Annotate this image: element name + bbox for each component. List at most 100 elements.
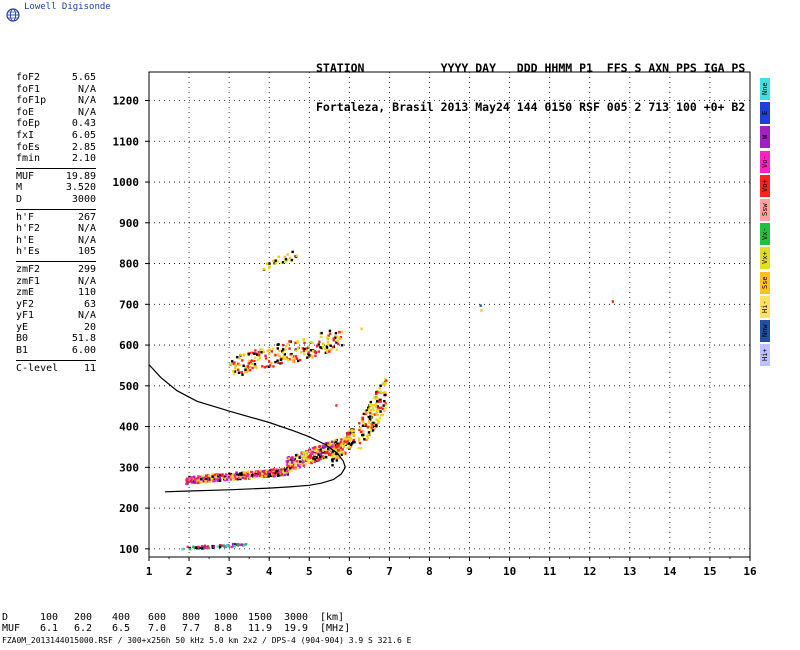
- table-cell: 6.2: [74, 623, 93, 634]
- legend-swatch-nnw: Nnw: [760, 319, 770, 342]
- param-value: 5.65: [71, 72, 96, 83]
- echo-point: [231, 370, 235, 373]
- echo-point: [242, 544, 245, 547]
- echo-point: [279, 358, 283, 361]
- echo-point: [351, 430, 354, 433]
- echo-point: [227, 544, 231, 547]
- param-label: zmE: [16, 287, 35, 299]
- echo-point: [293, 358, 296, 361]
- echo-point: [347, 435, 350, 438]
- echo-point: [384, 402, 387, 405]
- echo-point: [198, 546, 202, 550]
- echo-point: [191, 482, 194, 485]
- echo-point: [246, 370, 249, 373]
- echo-point: [295, 254, 298, 258]
- echo-point: [359, 426, 362, 430]
- param-label: D: [16, 193, 23, 205]
- echo-point: [332, 452, 335, 456]
- echo-point: [384, 377, 387, 381]
- echo-point: [360, 430, 363, 434]
- param-label: C-level: [16, 362, 59, 374]
- echo-point: [286, 461, 289, 464]
- param-value: N/A: [77, 95, 96, 107]
- echo-point: [290, 460, 294, 463]
- echo-point: [332, 447, 335, 450]
- echo-point: [383, 409, 386, 412]
- echo-point: [337, 456, 340, 460]
- echo-point: [363, 438, 366, 441]
- echo-point: [379, 390, 383, 394]
- echo-point: [218, 475, 221, 478]
- echo-point: [346, 447, 349, 450]
- echo-point: [310, 354, 313, 357]
- echo-point: [233, 373, 236, 376]
- echo-point: [216, 479, 219, 482]
- legend-label: E: [761, 111, 769, 116]
- echo-point: [375, 402, 378, 405]
- echo-point: [314, 450, 317, 454]
- echo-point: [258, 474, 262, 478]
- legend-label: Vo-: [761, 155, 769, 168]
- echo-point: [266, 349, 269, 353]
- legend-label: Hi-: [761, 300, 769, 314]
- param-value: 2.85: [71, 141, 96, 153]
- echo-point: [246, 470, 250, 474]
- echo-point: [307, 461, 311, 464]
- echo-point: [352, 438, 356, 442]
- echo-point: [346, 439, 349, 443]
- echo-point: [365, 409, 368, 412]
- echo-point: [379, 406, 383, 409]
- echo-point: [305, 458, 309, 461]
- echo-point: [379, 410, 382, 413]
- echo-point: [369, 400, 373, 404]
- echo-point: [369, 411, 372, 415]
- echo-point: [366, 426, 370, 429]
- echo-point: [247, 351, 250, 355]
- echo-point: [181, 548, 184, 551]
- file-info-footer: FZA0M_2013144015000.RSF / 300+x256h 50 k…: [2, 636, 412, 645]
- echo-point: [307, 457, 311, 461]
- table-cell: [km]: [320, 612, 345, 623]
- echo-point: [306, 356, 309, 359]
- echo-point: [296, 347, 300, 350]
- echo-point: [364, 424, 367, 427]
- echo-point: [282, 472, 286, 475]
- echo-point: [259, 348, 262, 351]
- echo-point: [306, 455, 310, 459]
- echo-point: [213, 473, 217, 476]
- echo-point: [245, 367, 249, 371]
- echo-point: [241, 471, 244, 475]
- echo-point: [296, 340, 299, 343]
- echo-point: [269, 364, 272, 367]
- echo-point: [244, 365, 247, 369]
- param-row: zmE 110: [16, 287, 96, 299]
- param-label: fxI: [16, 129, 35, 141]
- echo-point: [302, 464, 306, 467]
- param-row: fmin 2.10: [16, 153, 96, 165]
- echo-point: [254, 470, 258, 473]
- echo-point: [338, 330, 341, 334]
- echo-point: [217, 474, 220, 478]
- param-separator: [16, 167, 96, 169]
- echo-point: [290, 354, 294, 358]
- echo-point: [304, 454, 308, 457]
- echo-point: [313, 454, 316, 458]
- echo-point: [287, 457, 291, 460]
- echo-point: [331, 444, 334, 447]
- echo-point: [311, 450, 315, 454]
- param-row: h'F2 N/A: [16, 223, 96, 235]
- echo-point: [253, 352, 256, 355]
- echo-point: [207, 474, 210, 477]
- echo-point: [378, 386, 382, 390]
- echo-point: [233, 370, 237, 373]
- echo-point: [364, 412, 367, 416]
- echo-point: [231, 542, 235, 546]
- echo-point: [297, 463, 300, 467]
- header-values: Fortaleza, Brasil 2013 May24 144 0150 RS…: [316, 100, 746, 114]
- echo-point: [334, 331, 338, 335]
- echo-point: [186, 478, 190, 481]
- echo-point: [289, 466, 292, 470]
- echo-point: [375, 397, 378, 400]
- echo-point: [361, 429, 365, 433]
- echo-point: [287, 465, 291, 468]
